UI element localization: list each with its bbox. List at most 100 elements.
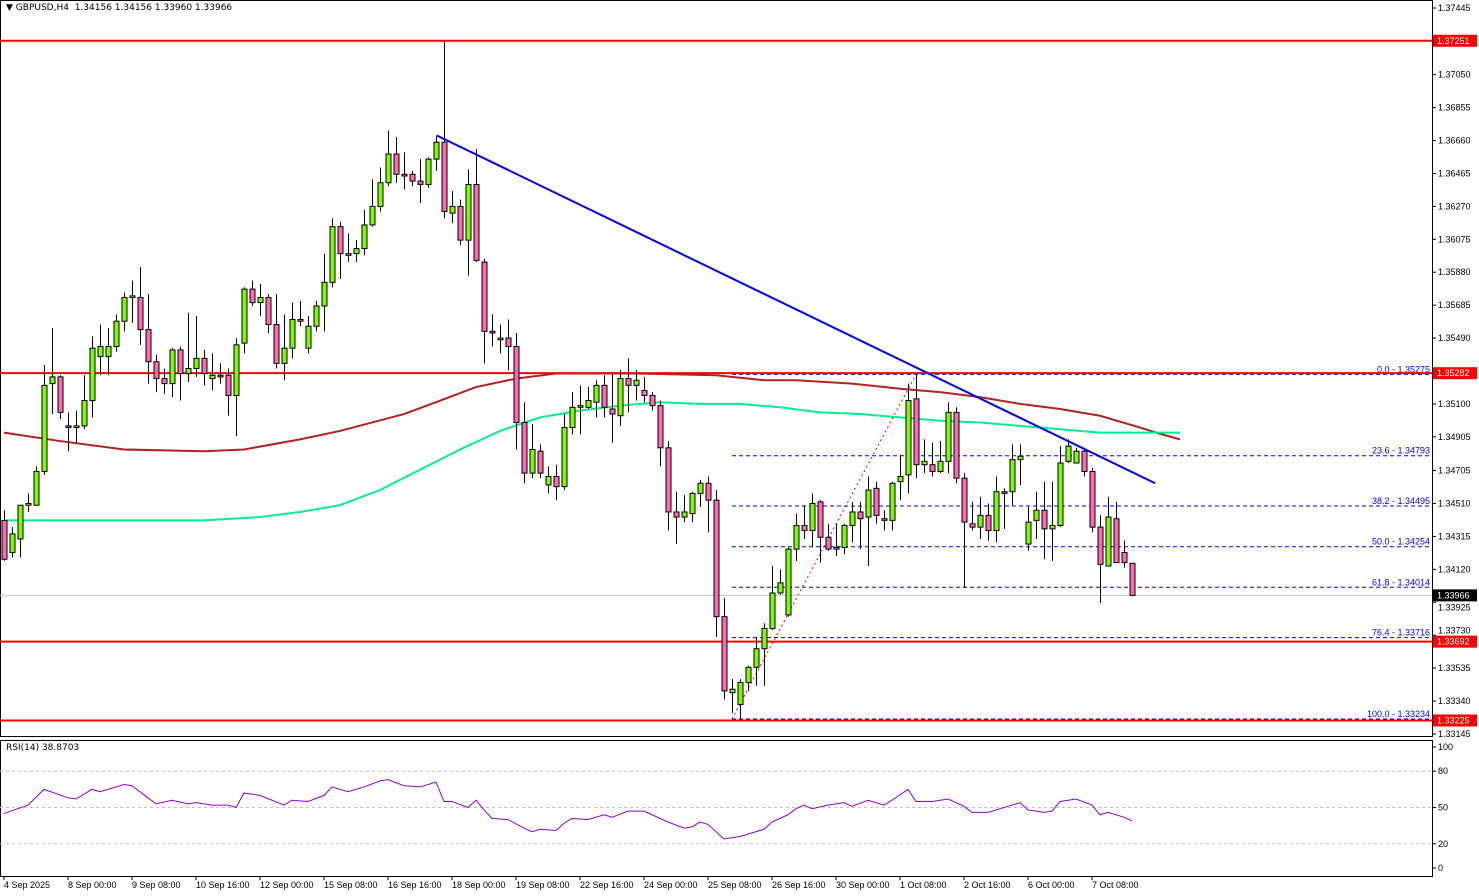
- triangle-down-icon[interactable]: ▼: [6, 3, 16, 13]
- candle-body: [457, 205, 464, 241]
- time-tick-label: 24 Sep 00:00: [644, 880, 698, 890]
- candle-body: [673, 511, 680, 518]
- bullish-candle: [529, 424, 536, 479]
- bearish-candle: [409, 170, 416, 187]
- bearish-candle: [145, 294, 152, 384]
- candle-body: [273, 324, 280, 364]
- candle-body: [1017, 455, 1024, 461]
- bullish-candle: [289, 302, 296, 359]
- bearish-candle: [1113, 501, 1120, 564]
- bullish-candle: [809, 493, 816, 548]
- candle-body: [65, 425, 72, 429]
- candle-body: [937, 460, 944, 472]
- candle-body: [585, 400, 592, 408]
- bullish-candle: [169, 348, 176, 398]
- bullish-candle: [737, 679, 744, 720]
- candle-body: [641, 389, 648, 396]
- bullish-candle: [113, 314, 120, 352]
- bearish-candle: [601, 375, 608, 418]
- bearish-candle: [641, 376, 648, 403]
- bullish-candle: [569, 392, 576, 435]
- candle-body: [665, 447, 672, 513]
- candle-body: [825, 536, 832, 550]
- bearish-candle: [473, 148, 480, 263]
- time-tick-label: 18 Sep 00:00: [452, 880, 506, 890]
- bearish-candle: [1041, 481, 1048, 560]
- time-tick-label: 2 Oct 16:00: [964, 880, 1011, 890]
- price-tick-label: 1.36270: [1438, 201, 1471, 211]
- candle-body: [761, 627, 768, 650]
- candle-body: [633, 379, 640, 386]
- candle-body: [113, 320, 120, 348]
- bullish-candle: [849, 501, 856, 543]
- bullish-candle: [449, 191, 456, 224]
- bearish-candle: [401, 152, 408, 190]
- bearish-candle: [1129, 562, 1136, 597]
- candle-body: [169, 349, 176, 385]
- rsi-tick-label: 20: [1438, 839, 1448, 849]
- candle-body: [625, 378, 632, 386]
- time-tick-label: 16 Sep 16:00: [388, 880, 442, 890]
- bullish-candle: [329, 218, 336, 288]
- bullish-candle: [1105, 496, 1112, 567]
- candle-body: [153, 361, 160, 380]
- bearish-candle: [673, 491, 680, 545]
- candle-body: [777, 582, 784, 594]
- bullish-candle: [233, 338, 240, 436]
- bullish-candle: [577, 385, 584, 435]
- fibonacci-level-label: 100.0 - 1.33234: [1367, 709, 1430, 719]
- bearish-candle: [177, 346, 184, 401]
- candle-body: [681, 511, 688, 518]
- fast-moving-average-line: [4, 401, 1180, 522]
- candle-body: [737, 681, 744, 705]
- candle-body: [649, 394, 656, 407]
- fibonacci-level-label: 61.8 - 1.34014: [1372, 577, 1430, 587]
- bearish-candle: [417, 159, 424, 204]
- bearish-candle: [345, 233, 352, 263]
- price-tick-label: 1.33535: [1438, 663, 1471, 673]
- candle-body: [841, 524, 848, 548]
- candle-body: [449, 205, 456, 214]
- candle-body: [865, 489, 872, 518]
- bullish-candle: [257, 284, 264, 317]
- bearish-candle: [1089, 468, 1096, 533]
- time-tick-label: 6 Oct 00:00: [1028, 880, 1075, 890]
- descending-trendline: [436, 134, 1156, 485]
- candle-body: [897, 476, 904, 483]
- bearish-candle: [137, 267, 144, 345]
- bullish-candle: [433, 135, 440, 171]
- rsi-header: RSI(14) 38.8703: [6, 743, 80, 753]
- price-tick-label: 1.33340: [1438, 696, 1471, 706]
- chart-header: ▼ GBPUSD,H4 1.34156 1.34156 1.33960 1.33…: [6, 3, 232, 13]
- bearish-candle: [225, 368, 232, 416]
- bullish-candle: [777, 569, 784, 595]
- time-tick-label: 15 Sep 08:00: [324, 880, 378, 890]
- candle-body: [465, 183, 472, 241]
- price-level-badge: [1433, 714, 1477, 727]
- candle-body: [753, 648, 760, 668]
- candle-body: [201, 357, 208, 375]
- candle-body: [281, 347, 288, 364]
- candle-body: [481, 261, 488, 332]
- bearish-candle: [705, 476, 712, 533]
- bullish-candle: [241, 287, 248, 354]
- bullish-candle: [73, 410, 80, 443]
- candle-body: [385, 153, 392, 184]
- price-level-badge-label: 1.33225: [1437, 715, 1470, 725]
- price-tick-label: 1.37050: [1438, 70, 1471, 80]
- candle-body: [961, 477, 968, 523]
- candle-body: [25, 503, 32, 506]
- candle-body: [1001, 491, 1008, 494]
- bearish-candle: [649, 392, 656, 411]
- candle-body: [473, 183, 480, 261]
- candle-body: [977, 514, 984, 528]
- candle-body: [145, 329, 152, 363]
- bullish-candle: [17, 504, 24, 558]
- candle-body: [1121, 551, 1128, 564]
- candle-body: [425, 158, 432, 185]
- candle-body: [969, 523, 976, 528]
- candle-body: [305, 325, 312, 349]
- candle-body: [393, 153, 400, 175]
- candle-body: [241, 288, 248, 344]
